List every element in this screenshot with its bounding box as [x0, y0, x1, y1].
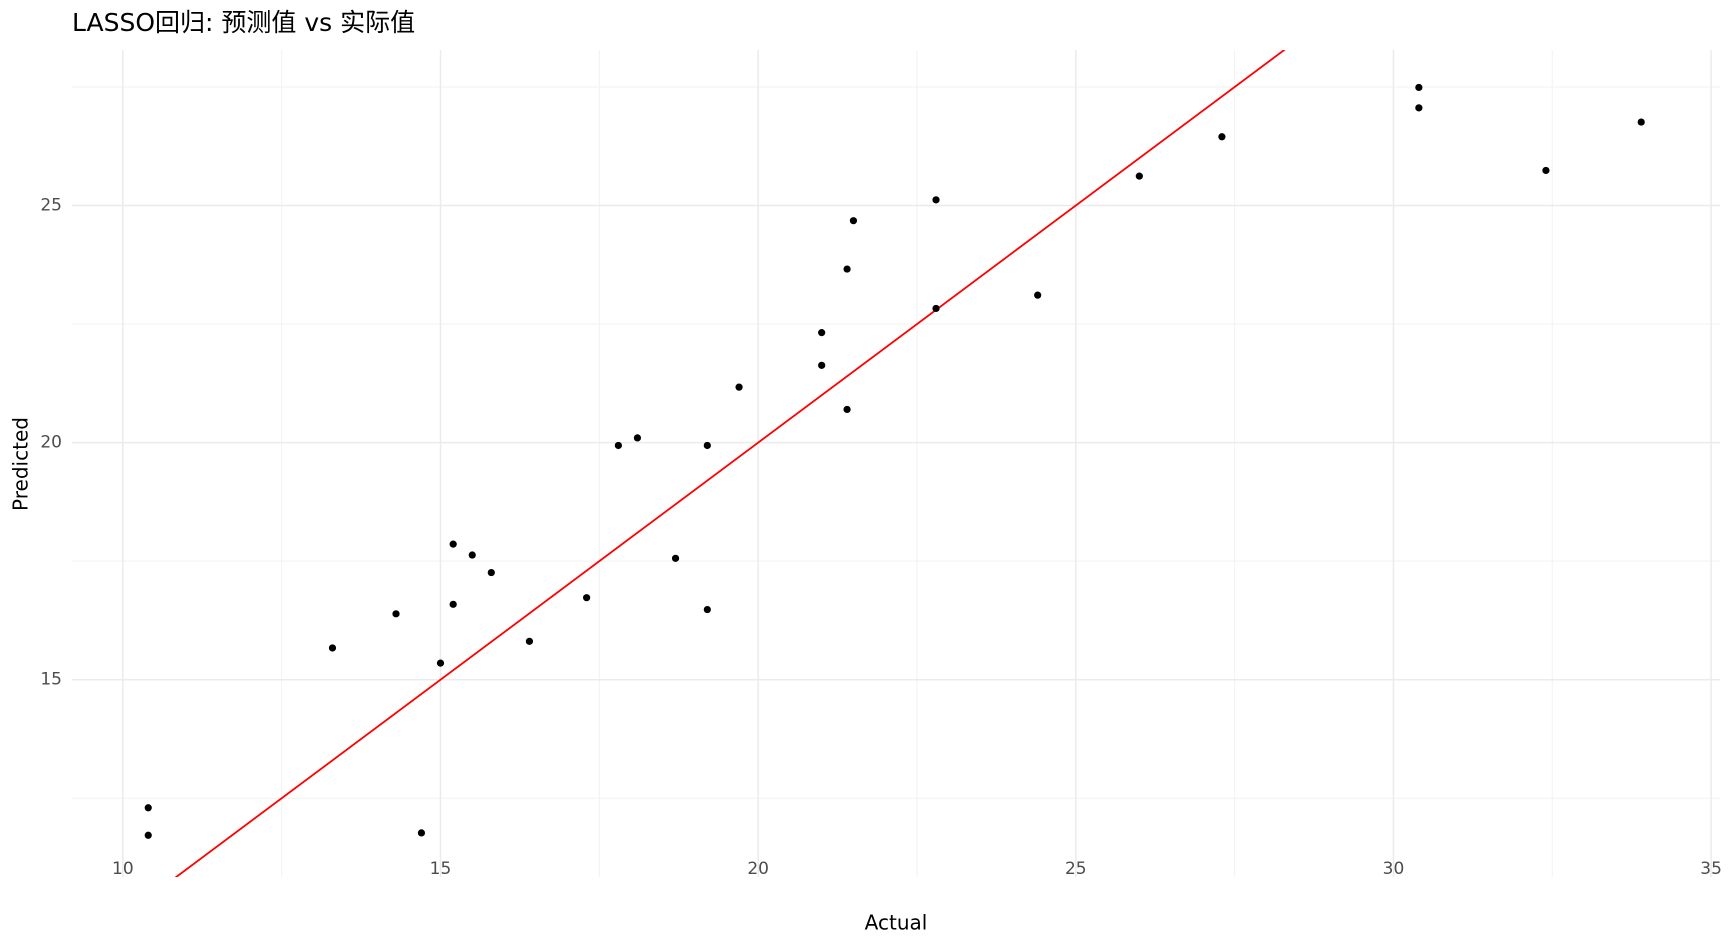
- point: [487, 568, 495, 577]
- point: [144, 804, 152, 812]
- point: [1415, 83, 1423, 92]
- point: [1218, 133, 1226, 141]
- point: [843, 265, 851, 273]
- x-tick-label: 35: [1700, 859, 1722, 879]
- x-tick-label: 15: [430, 859, 452, 879]
- x-tick-label: 10: [112, 859, 134, 879]
- point: [843, 405, 851, 414]
- x-tick-label: 20: [747, 859, 769, 879]
- point: [818, 361, 826, 369]
- point: [614, 441, 622, 450]
- point: [818, 329, 826, 337]
- point: [849, 217, 858, 225]
- point: [735, 383, 743, 391]
- point: [932, 196, 940, 204]
- x-tick-label: 30: [1383, 859, 1405, 879]
- y-tick-label: 25: [40, 196, 62, 216]
- point: [1135, 172, 1143, 180]
- chart-title: LASSO回归: 预测值 vs 实际值: [72, 8, 415, 37]
- point: [1415, 104, 1423, 112]
- point: [449, 600, 457, 608]
- point: [703, 605, 711, 614]
- point: [525, 637, 534, 645]
- point: [468, 551, 476, 559]
- point: [703, 441, 711, 450]
- point: [671, 554, 680, 562]
- point: [328, 644, 337, 652]
- point: [449, 540, 457, 548]
- y-axis-title: Predicted: [9, 417, 33, 511]
- point: [392, 610, 400, 618]
- point: [417, 829, 426, 837]
- reference-line: [174, 50, 1286, 877]
- point: [1542, 166, 1550, 175]
- point: [932, 304, 940, 313]
- point: [1637, 118, 1645, 126]
- point: [633, 434, 642, 442]
- point: [436, 659, 445, 667]
- point: [583, 594, 591, 602]
- point: [144, 831, 152, 839]
- y-tick-label: 15: [40, 670, 62, 690]
- x-tick-label: 25: [1065, 859, 1087, 879]
- x-axis-title: Actual: [865, 911, 928, 935]
- y-tick-label: 20: [40, 433, 62, 453]
- point: [1034, 291, 1042, 299]
